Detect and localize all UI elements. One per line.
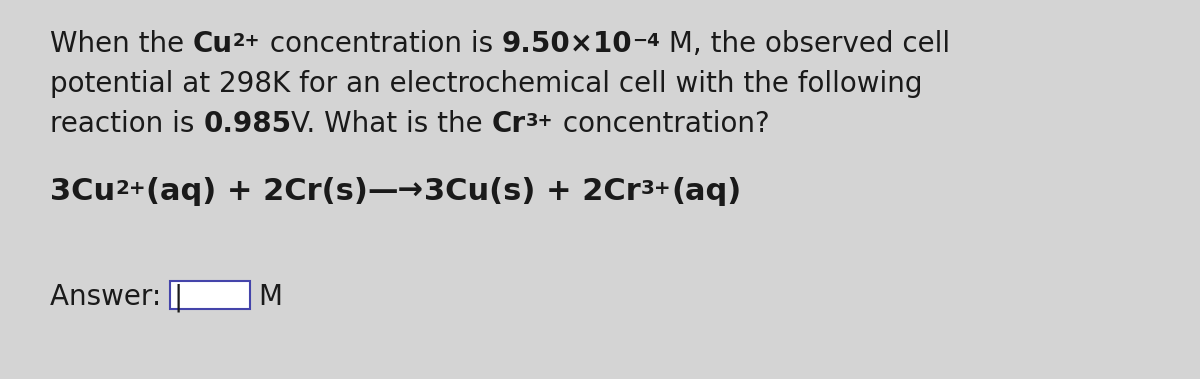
Text: 9.50×10: 9.50×10 bbox=[502, 30, 632, 58]
Text: —→: —→ bbox=[367, 177, 424, 206]
Text: 2+: 2+ bbox=[115, 179, 145, 198]
Text: Answer:: Answer: bbox=[50, 283, 170, 311]
Text: 0.985: 0.985 bbox=[203, 110, 292, 138]
Text: 3+: 3+ bbox=[641, 179, 671, 198]
FancyBboxPatch shape bbox=[170, 281, 250, 309]
Text: 3Cu: 3Cu bbox=[50, 177, 115, 206]
Text: concentration is: concentration is bbox=[260, 30, 502, 58]
Text: potential at 298K for an electrochemical cell with the following: potential at 298K for an electrochemical… bbox=[50, 70, 923, 98]
Text: −4: −4 bbox=[632, 32, 660, 50]
Text: concentration?: concentration? bbox=[553, 110, 769, 138]
Text: (aq) + 2Cr(s): (aq) + 2Cr(s) bbox=[145, 177, 367, 206]
Text: reaction is: reaction is bbox=[50, 110, 203, 138]
Text: (aq): (aq) bbox=[671, 177, 742, 206]
Text: 3+: 3+ bbox=[526, 112, 553, 130]
Text: M, the observed cell: M, the observed cell bbox=[660, 30, 950, 58]
Text: 3Cu(s) + 2Cr: 3Cu(s) + 2Cr bbox=[424, 177, 641, 206]
Text: When the: When the bbox=[50, 30, 193, 58]
Text: Cu: Cu bbox=[193, 30, 233, 58]
Text: Cr: Cr bbox=[492, 110, 526, 138]
Text: 2+: 2+ bbox=[233, 32, 260, 50]
Text: V. What is the: V. What is the bbox=[292, 110, 492, 138]
Text: |: | bbox=[173, 283, 182, 312]
Text: M: M bbox=[258, 283, 282, 311]
